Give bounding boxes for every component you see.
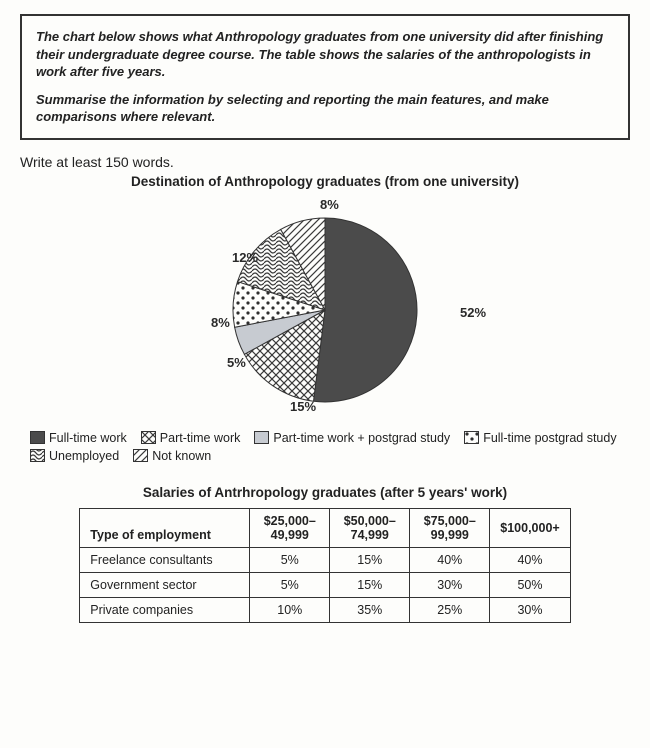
- table-cell: 40%: [410, 547, 490, 572]
- legend-label: Full-time postgrad study: [483, 431, 616, 445]
- pie-slice-label: 8%: [320, 197, 339, 212]
- pie-legend: Full-time work Part-time work Part-time wo…: [20, 431, 630, 463]
- pie-slice: [313, 218, 417, 402]
- legend-swatch-icon: [30, 431, 45, 444]
- legend-label: Part-time work + postgrad study: [273, 431, 450, 445]
- pie-slice-label: 5%: [227, 355, 246, 370]
- table-cell: 25%: [410, 597, 490, 622]
- legend-swatch-icon: [464, 431, 479, 444]
- table-row: Government sector5%15%30%50%: [80, 572, 570, 597]
- pie-slice-label: 12%: [232, 250, 258, 265]
- pie-chart: 52% 15% 5% 8% 12% 8%: [20, 195, 630, 425]
- legend-item: Part-time work + postgrad study: [254, 431, 450, 445]
- task-prompt-box: The chart below shows what Anthropology …: [20, 14, 630, 140]
- table-cell: 40%: [490, 547, 570, 572]
- salary-table-title: Salaries of Antrhropology graduates (aft…: [20, 485, 630, 500]
- salary-table: Type of employment $25,000–49,999 $50,00…: [79, 508, 570, 623]
- prompt-paragraph-2: Summarise the information by selecting a…: [36, 91, 614, 126]
- table-cell: 15%: [330, 572, 410, 597]
- legend-label: Full-time work: [49, 431, 127, 445]
- pie-slice-label: 52%: [460, 305, 486, 320]
- table-cell: 5%: [250, 547, 330, 572]
- table-cell: 30%: [410, 572, 490, 597]
- table-row-label: Government sector: [80, 572, 250, 597]
- table-cell: 5%: [250, 572, 330, 597]
- legend-swatch-icon: [133, 449, 148, 462]
- legend-label: Part-time work: [160, 431, 241, 445]
- table-header-col4: $100,000+: [490, 508, 570, 547]
- legend-item: Full-time work: [30, 431, 127, 445]
- table-cell: 50%: [490, 572, 570, 597]
- table-row: Private companies10%35%25%30%: [80, 597, 570, 622]
- table-header-col1: $25,000–49,999: [250, 508, 330, 547]
- table-header-row: Type of employment $25,000–49,999 $50,00…: [80, 508, 570, 547]
- table-row: Freelance consultants5%15%40%40%: [80, 547, 570, 572]
- prompt-paragraph-1: The chart below shows what Anthropology …: [36, 28, 614, 81]
- legend-item: Not known: [133, 449, 211, 463]
- pie-slice-label: 15%: [290, 399, 316, 414]
- table-row-label: Private companies: [80, 597, 250, 622]
- table-cell: 30%: [490, 597, 570, 622]
- table-header-col3: $75,000–99,999: [410, 508, 490, 547]
- pie-svg: [0, 195, 650, 425]
- pie-slice-label: 8%: [211, 315, 230, 330]
- table-row-label: Freelance consultants: [80, 547, 250, 572]
- legend-item: Full-time postgrad study: [464, 431, 616, 445]
- table-header-col2: $50,000–74,999: [330, 508, 410, 547]
- word-count-instruction: Write at least 150 words.: [20, 154, 630, 170]
- legend-swatch-icon: [254, 431, 269, 444]
- legend-item: Part-time work: [141, 431, 241, 445]
- table-cell: 15%: [330, 547, 410, 572]
- legend-swatch-icon: [141, 431, 156, 444]
- table-header-type: Type of employment: [80, 508, 250, 547]
- table-cell: 10%: [250, 597, 330, 622]
- pie-chart-title: Destination of Anthropology graduates (f…: [20, 174, 630, 189]
- table-cell: 35%: [330, 597, 410, 622]
- legend-item: Unemployed: [30, 449, 119, 463]
- legend-label: Not known: [152, 449, 211, 463]
- legend-label: Unemployed: [49, 449, 119, 463]
- legend-swatch-icon: [30, 449, 45, 462]
